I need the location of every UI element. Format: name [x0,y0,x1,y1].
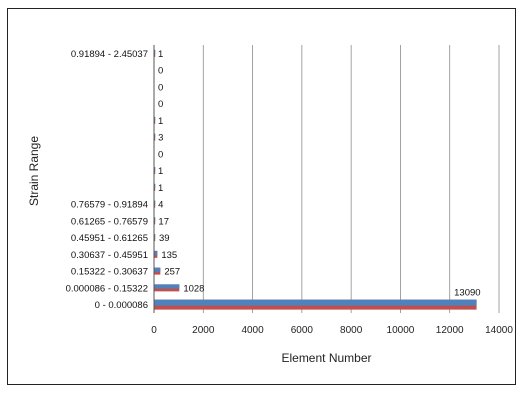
data-label-6: 4 [158,200,163,211]
category-label-2: 0.15322 - 0.30637 [71,267,148,278]
data-label-1: 1028 [183,283,204,294]
x-tick-label-3: 6000 [291,325,314,336]
bar-1 [154,284,180,289]
category-label-15: 0.91894 - 2.45037 [71,49,148,60]
data-label-5: 17 [158,216,169,227]
strain-range-bar-chart: 0 - 0.000086 0.000086 - 0.15322 0.15322 - … [27,45,513,365]
x-tick-label-1: 2000 [192,325,215,336]
bar-8 [154,167,156,172]
x-tick-label-6: 12000 [436,325,464,336]
x-tick-label-5: 10000 [387,325,415,336]
data-label-7: 1 [158,183,163,194]
bar-11 [154,116,156,122]
bar-5 [154,217,156,222]
x-tick-label-0: 0 [151,325,157,336]
data-label-15: 1 [158,49,163,60]
x-tick-label-4: 8000 [340,325,363,336]
category-label-6: 0.76579 - 0.91894 [71,200,148,211]
data-label-4: 39 [159,233,170,244]
y-axis-title: Strain Range [27,136,41,206]
bar-15 [154,49,156,55]
category-label-3: 0.30637 - 0.45951 [71,250,148,261]
x-tick-label-2: 4000 [241,325,264,336]
x-tick-label-7: 14000 [485,325,513,336]
bar-6 [154,200,156,205]
data-label-9: 0 [158,149,163,160]
bar-0 [154,299,477,306]
data-label-12: 0 [158,99,163,110]
category-label-0: 0 - 0.000086 [95,300,148,311]
data-label-11: 1 [158,116,163,127]
bar-3 [154,250,158,256]
chart-frame: 0 - 0.000086 0.000086 - 0.15322 0.15322 - … [7,8,516,385]
bar-2 [154,267,161,272]
category-label-4: 0.45951 - 0.61265 [71,233,148,244]
x-tick-labels: 0 2000 4000 6000 8000 10000 12000 14000 [151,325,513,336]
x-axis-title: Element Number [281,351,371,365]
data-label-10: 3 [158,133,163,144]
data-label-13: 0 [158,82,163,93]
data-label-2: 257 [164,267,180,278]
data-label-8: 1 [158,166,163,177]
bar-10 [154,133,156,138]
bar-7 [154,183,156,189]
category-label-1: 0.000086 - 0.15322 [66,283,148,294]
category-label-5: 0.61265 - 0.76579 [71,216,148,227]
data-label-14: 0 [158,66,163,77]
bars [154,49,477,310]
data-label-3: 135 [161,250,177,261]
bar-4 [154,234,156,239]
category-labels: 0 - 0.000086 0.000086 - 0.15322 0.15322 - … [66,49,148,311]
data-label-0: 13090 [454,288,480,299]
gridlines [202,45,500,313]
